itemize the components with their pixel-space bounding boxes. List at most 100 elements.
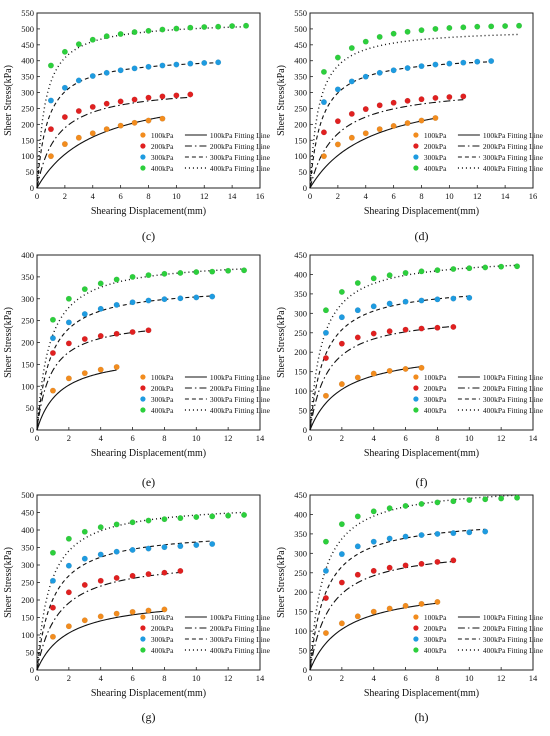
data-point-300kpa [466,294,473,301]
chart-panel-d: 0 2 4 6 8 10 12 14 16 0 50 100 150 200 250 300 350 400 450… [276,8,544,243]
x-tick-label: 4 [91,191,96,201]
legend-label-points: 200kPa [151,384,174,393]
data-point-300kpa [322,567,329,574]
y-tick-label: 550 [21,8,34,18]
data-point-400kpa [103,33,110,40]
data-point-100kpa [89,130,96,137]
y-tick-label: 200 [294,347,307,357]
data-point-300kpa [466,529,473,536]
data-point-400kpa [348,45,355,52]
data-point-100kpa [338,620,345,627]
x-tick-label: 10 [192,673,201,683]
data-point-200kpa [338,579,345,586]
y-tick-label: 350 [21,543,34,553]
y-tick-label: 100 [294,386,307,396]
data-point-200kpa [320,129,327,136]
data-point-400kpa [65,295,72,302]
data-point-200kpa [434,558,441,565]
legend-label-points: 200kPa [424,384,447,393]
y-tick-label: 400 [294,269,307,279]
plot-frame [309,254,534,431]
data-point-400kpa [402,269,409,276]
legend-label-fit: 400kPa Fitting Line [210,164,271,173]
data-point-400kpa [338,521,345,528]
y-tick-label: 400 [21,525,34,535]
legend-label-points: 200kPa [424,624,447,633]
data-point-300kpa [215,59,222,66]
legend-label-points: 200kPa [151,624,174,633]
data-point-300kpa [450,295,457,302]
data-point-400kpa [498,495,505,502]
x-tick-label: 14 [529,673,538,683]
data-point-200kpa [61,114,68,121]
y-axis-title: Sheer Stress(kPa) [276,307,287,378]
data-point-200kpa [450,557,457,564]
legend-label-fit: 300kPa Fitting Line [210,153,271,162]
chart-panel-f: 0 2 4 6 8 10 12 14 0 50 100 150 200 250 300 350 400 450 Sh… [276,250,544,489]
x-tick-label: 4 [99,433,104,443]
data-point-200kpa [161,569,168,576]
fitting-line-200kpa [36,96,191,189]
y-tick-label: 150 [21,359,34,369]
data-point-400kpa [81,286,88,293]
legend-label-fit: 400kPa Fitting Line [483,406,544,415]
x-tick-label: 8 [162,673,166,683]
data-point-100kpa [113,364,120,371]
legend-label-fit: 400kPa Fitting Line [483,164,544,173]
legend-label-fit: 300kPa Fitting Line [483,153,544,162]
data-point-300kpa [460,59,467,66]
y-tick-label: 50 [299,167,308,177]
data-point-200kpa [113,330,120,337]
data-point-100kpa [75,134,82,141]
data-point-200kpa [460,93,467,100]
x-axis-title: Shearing Displacement(mm) [364,206,479,217]
data-point-200kpa [145,571,152,578]
data-point-400kpa [145,517,152,524]
legend-label-fit: 100kPa Fitting Line [483,613,544,622]
data-point-200kpa [390,99,397,106]
y-tick-label: 450 [294,40,307,50]
x-tick-label: 2 [336,191,340,201]
y-tick-label: 50 [299,646,308,656]
legend-marker-200kpa [140,625,146,631]
data-point-400kpa [117,31,124,38]
legend-marker-300kpa [413,396,419,402]
data-point-400kpa [177,515,184,522]
data-point-300kpa [97,305,104,312]
legend-label-points: 300kPa [424,395,447,404]
legend-label-fit: 200kPa Fitting Line [483,384,544,393]
data-point-400kpa [376,33,383,40]
data-point-300kpa [145,545,152,552]
data-point-200kpa [376,102,383,109]
y-tick-label: 50 [26,403,35,413]
data-point-200kpa [81,336,88,343]
data-point-300kpa [117,67,124,74]
x-tick-label: 2 [67,433,71,443]
data-point-300kpa [348,78,355,85]
fitting-line-400kpa [36,511,245,671]
legend-label-fit: 300kPa Fitting Line [210,635,271,644]
y-tick-label: 100 [21,151,34,161]
legend-label-fit: 100kPa Fitting Line [483,373,544,382]
data-point-400kpa [514,263,521,270]
legend-marker-400kpa [140,165,146,171]
legend-label-fit: 400kPa Fitting Line [210,406,271,415]
legend-marker-300kpa [140,396,146,402]
x-tick-label: 0 [35,191,39,201]
legend-label-fit: 100kPa Fitting Line [483,131,544,140]
legend-marker-100kpa [140,132,146,138]
legend-marker-200kpa [413,625,419,631]
x-tick-label: 14 [228,191,237,201]
data-point-400kpa [209,268,216,275]
legend-label-points: 300kPa [151,153,174,162]
x-tick-label: 4 [372,433,377,443]
x-tick-label: 10 [445,191,454,201]
data-point-300kpa [129,299,136,306]
x-tick-label: 2 [67,673,71,683]
data-point-200kpa [362,106,369,113]
data-point-400kpa [241,267,248,274]
data-point-400kpa [418,268,425,275]
x-tick-label: 14 [529,433,538,443]
data-point-200kpa [103,100,110,107]
data-point-200kpa [370,567,377,574]
